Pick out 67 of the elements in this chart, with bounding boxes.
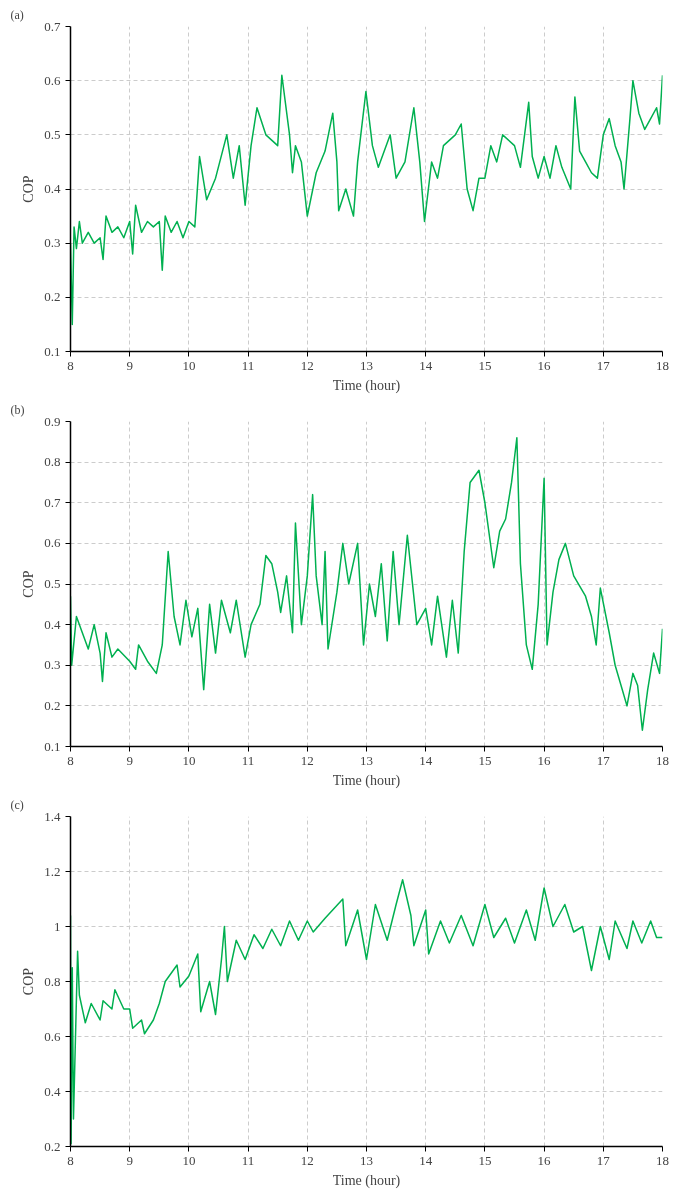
y-tick-label: 0.4 bbox=[44, 616, 61, 632]
x-tick-label: 18 bbox=[656, 1152, 669, 1168]
x-tick-label: 8 bbox=[67, 752, 74, 768]
y-tick-label: 0.6 bbox=[44, 1028, 61, 1044]
x-tick-label: 8 bbox=[67, 1152, 74, 1168]
x-tick-label: 17 bbox=[596, 752, 611, 768]
line-series bbox=[70, 74, 663, 326]
x-tick-label: 10 bbox=[182, 1152, 196, 1168]
y-tick-label: 0.9 bbox=[44, 413, 61, 429]
x-tick-label: 9 bbox=[126, 357, 133, 373]
x-tick-label: 11 bbox=[241, 1152, 255, 1168]
y-tick-label: 0.3 bbox=[44, 235, 61, 251]
x-tick-label: 9 bbox=[126, 1152, 133, 1168]
x-tick-label: 13 bbox=[360, 357, 373, 373]
x-tick-label: 14 bbox=[419, 1152, 433, 1168]
x-tick-label: 11 bbox=[241, 752, 255, 768]
x-tick-label: 18 bbox=[656, 357, 669, 373]
x-tick-label: 13 bbox=[360, 1152, 373, 1168]
line-series bbox=[70, 437, 663, 731]
y-tick-label: 0.8 bbox=[44, 454, 61, 470]
x-tick-label: 17 bbox=[596, 1152, 611, 1168]
y-tick-label: 0.7 bbox=[44, 494, 61, 510]
y-tick-label: 0.7 bbox=[44, 18, 61, 34]
x-tick-label: 16 bbox=[537, 1152, 552, 1168]
y-tick-label: 1 bbox=[54, 918, 61, 934]
x-tick-label: 12 bbox=[300, 1152, 314, 1168]
x-tick-label: 17 bbox=[596, 357, 611, 373]
x-tick-label: 16 bbox=[537, 357, 552, 373]
x-axis-title: Time (hour) bbox=[332, 377, 401, 394]
y-tick-label: 0.2 bbox=[44, 697, 61, 713]
y-tick-label: 0.4 bbox=[44, 181, 61, 196]
y-tick-label: 0.5 bbox=[44, 126, 61, 142]
y-tick-label: 0.2 bbox=[44, 1138, 61, 1154]
y-tick-label: 0.6 bbox=[44, 72, 61, 88]
x-tick-label: 15 bbox=[478, 1152, 492, 1168]
y-tick-label: 0.6 bbox=[44, 535, 61, 551]
y-axis-title: COP bbox=[21, 175, 37, 203]
x-tick-label: 14 bbox=[419, 357, 433, 373]
x-tick-label: 15 bbox=[478, 752, 492, 768]
x-tick-label: 11 bbox=[241, 357, 255, 373]
y-tick-label: 0.4 bbox=[44, 1083, 61, 1099]
chart-title: (c) bbox=[10, 797, 24, 812]
x-axis-title: Time (hour) bbox=[332, 1172, 401, 1189]
x-tick-label: 9 bbox=[126, 752, 133, 768]
y-tick-label: 0.8 bbox=[44, 973, 61, 989]
chart-title: (b) bbox=[10, 402, 25, 417]
y-tick-label: 1.2 bbox=[44, 863, 61, 879]
x-axis-title: Time (hour) bbox=[332, 772, 401, 789]
y-axis-title: COP bbox=[21, 570, 37, 598]
x-tick-label: 10 bbox=[182, 752, 196, 768]
y-axis-title: COP bbox=[21, 967, 37, 996]
x-tick-label: 8 bbox=[67, 357, 74, 373]
x-tick-label: 16 bbox=[537, 752, 552, 768]
x-tick-label: 12 bbox=[300, 752, 314, 768]
x-tick-label: 14 bbox=[419, 752, 433, 768]
x-tick-label: 13 bbox=[360, 752, 373, 768]
x-tick-label: 10 bbox=[182, 357, 196, 373]
x-tick-label: 15 bbox=[478, 357, 492, 373]
y-tick-label: 1.4 bbox=[44, 808, 61, 824]
x-tick-label: 18 bbox=[656, 752, 669, 768]
x-tick-label: 12 bbox=[300, 357, 314, 373]
y-tick-label: 0.1 bbox=[44, 738, 61, 754]
y-tick-label: 0.2 bbox=[44, 289, 61, 305]
y-tick-label: 0.3 bbox=[44, 657, 61, 673]
y-tick-label: 0.1 bbox=[44, 343, 61, 359]
y-tick-label: 0.5 bbox=[44, 576, 61, 591]
chart-title: (a) bbox=[10, 7, 24, 22]
